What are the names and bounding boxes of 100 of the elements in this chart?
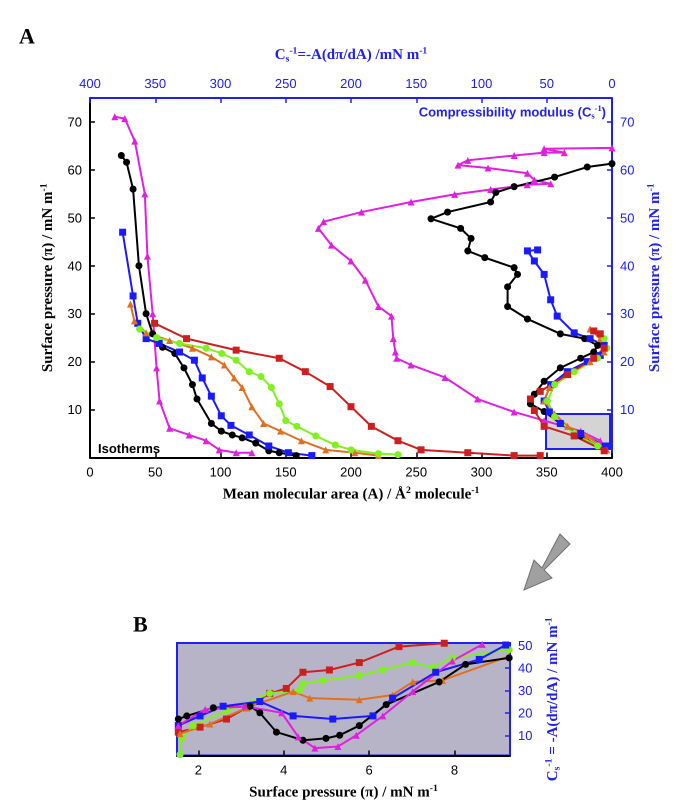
point	[194, 396, 201, 403]
point	[256, 709, 264, 716]
point	[153, 334, 160, 342]
x-tick-label: 2	[194, 762, 202, 778]
point	[322, 446, 330, 454]
point	[151, 320, 158, 327]
point	[183, 335, 190, 342]
x2-tick-label: 200	[340, 76, 362, 91]
point	[246, 431, 253, 438]
y2-tick-label: 50	[518, 638, 532, 653]
point	[394, 451, 402, 458]
point	[149, 310, 156, 318]
point	[174, 716, 182, 723]
point	[348, 446, 354, 454]
point	[322, 734, 330, 742]
point	[176, 340, 184, 347]
x-tick-label: 6	[366, 762, 373, 778]
point	[130, 292, 137, 300]
point	[311, 744, 318, 752]
point	[462, 660, 470, 668]
point	[478, 640, 486, 648]
point	[248, 403, 256, 410]
point	[248, 449, 256, 456]
y2-tick-label: 40	[518, 660, 532, 676]
point	[320, 676, 327, 684]
point	[368, 422, 375, 430]
point	[356, 696, 363, 704]
point	[166, 424, 174, 432]
point	[186, 431, 193, 438]
point	[166, 337, 174, 344]
y-tick-label: 50	[68, 210, 82, 226]
point	[277, 428, 284, 435]
point	[136, 326, 144, 333]
point	[299, 736, 306, 744]
point	[202, 437, 210, 444]
point	[208, 392, 215, 400]
x2-tick-label: 0	[608, 76, 616, 91]
point	[156, 340, 163, 347]
point	[111, 113, 118, 120]
point	[308, 452, 316, 460]
point	[232, 356, 240, 364]
point	[432, 668, 440, 676]
y-tick-label: 20	[68, 354, 82, 370]
point	[130, 186, 137, 193]
point	[223, 716, 230, 723]
point	[389, 694, 396, 702]
point	[292, 452, 300, 460]
y2-tick-label: 30	[620, 306, 634, 322]
point	[256, 698, 264, 705]
point	[409, 688, 416, 696]
y2-tick-label: 20	[518, 705, 532, 720]
point	[180, 364, 188, 372]
point	[141, 190, 148, 198]
point	[206, 720, 214, 728]
point	[183, 712, 190, 720]
x-tick-label: 200	[340, 464, 362, 480]
point	[418, 446, 425, 454]
x2-tick-label: 250	[274, 76, 297, 91]
point	[409, 678, 416, 686]
point	[232, 346, 240, 354]
chart-title: A	[19, 24, 35, 48]
annotation: Isotherms	[98, 441, 160, 456]
point	[176, 751, 184, 758]
point	[302, 368, 309, 376]
y-tick-label: 70	[68, 114, 82, 130]
point	[409, 659, 416, 666]
point	[257, 372, 264, 380]
point	[230, 374, 238, 382]
point	[196, 712, 204, 720]
point	[312, 432, 320, 440]
point	[293, 422, 300, 430]
point	[356, 672, 363, 680]
y2-axis-title: Surface pressure (π) / mN m-1	[646, 183, 663, 372]
y-tick-label: 10	[68, 402, 82, 418]
point	[276, 354, 283, 362]
point	[130, 317, 138, 324]
point	[329, 716, 336, 723]
point	[440, 640, 448, 647]
point	[306, 694, 314, 702]
x2-tick-label: 350	[144, 76, 166, 91]
point	[268, 384, 275, 392]
point	[142, 310, 150, 318]
point	[190, 356, 198, 364]
point	[334, 743, 342, 750]
point	[218, 428, 225, 435]
x-tick-label: 350	[536, 464, 558, 480]
point	[121, 115, 128, 122]
y-tick-label: 60	[68, 162, 82, 178]
x-tick-label: 8	[450, 762, 458, 778]
point	[218, 412, 225, 420]
point	[246, 368, 253, 376]
point	[118, 152, 125, 160]
point	[326, 383, 334, 390]
point	[276, 449, 283, 456]
point	[260, 420, 268, 427]
point	[294, 733, 302, 740]
point	[379, 712, 386, 720]
point	[278, 709, 286, 716]
point	[510, 452, 518, 460]
x-tick-label: 150	[274, 464, 297, 480]
